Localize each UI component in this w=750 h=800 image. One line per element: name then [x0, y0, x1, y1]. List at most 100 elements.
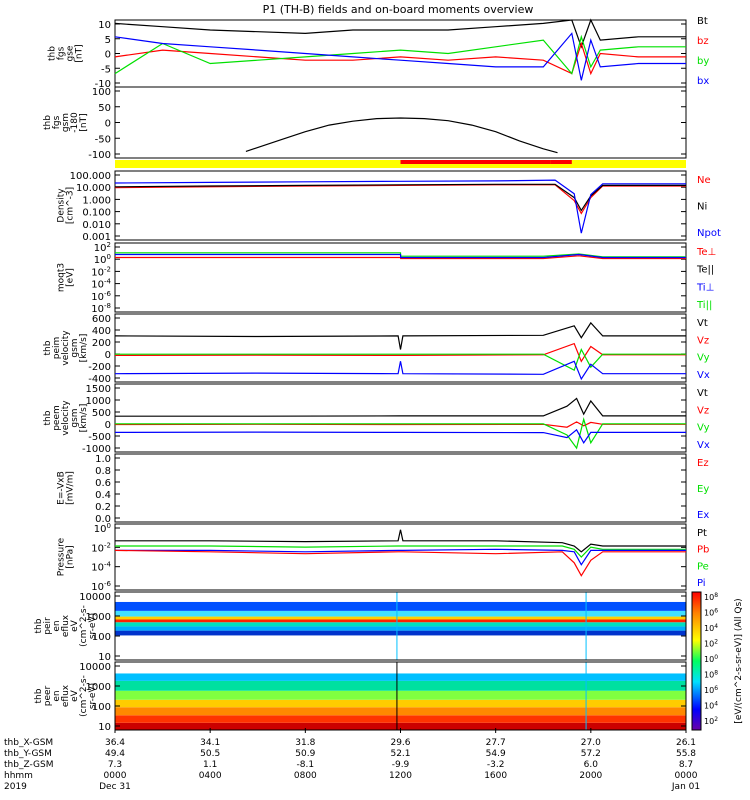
colorbar-tick-label: 102 [704, 716, 718, 726]
legend-entry: Vx [697, 440, 710, 451]
y-tick-label: 0.0 [95, 514, 111, 525]
panel-efield: 1.00.80.60.40.20.0 E=-VxB [mV/m] Ez Ey Ex [57, 453, 709, 525]
axis-cell: 31.8 [295, 738, 315, 748]
legend-entry: Vt [697, 318, 708, 329]
axis-row-label: hhmm [4, 771, 33, 781]
panel-fgs_gse: 10 5 0 -5 -10 thb fgs gse [nT] [48, 18, 687, 90]
spectrogram-band [115, 592, 686, 602]
y-axis-label: eV [70, 619, 80, 632]
colorbar-tick-label: 106 [704, 685, 718, 695]
spectrogram-band [115, 630, 686, 636]
y-tick-label: 10000 [79, 592, 111, 603]
y-axis-label: thb [43, 410, 53, 425]
legend-entry: Vz [697, 405, 709, 416]
y-tick-label: 1.0 [95, 454, 111, 465]
y-tick-label: 0.001 [82, 232, 111, 243]
series-Pi [115, 548, 686, 566]
panel-frame [114, 170, 687, 241]
axis-cell: 29.6 [390, 738, 410, 748]
y-tick-label: 100 [94, 522, 111, 535]
y-axis-label: thb [34, 688, 44, 703]
axis-cell: 26.1 [676, 738, 696, 748]
y-axis-label: [cm^-3] [66, 187, 76, 224]
colorbar-tick-label: 102 [704, 639, 718, 649]
axis-cell: 34.1 [200, 738, 220, 748]
y-tick-label: 10-2 [91, 265, 111, 278]
y-axis-label: sr-eV) [88, 683, 98, 709]
colorbar-group: 108 106 104 102 100 108 106 104 102 [eV/(cm^2-s-s… [691, 591, 744, 731]
y-axis-label: thb [34, 618, 44, 633]
y-tick-label: 10 [98, 20, 111, 31]
panel-peer_spectrogram: 10000 1000 100 10 thb peer en eflux eV (cm^2-s-sr… [34, 661, 687, 733]
y-tick-label: 50 [98, 103, 111, 114]
legend-entry: Ez [697, 458, 709, 469]
axis-cell: 52.1 [390, 749, 410, 759]
y-axis-label: [km/s] [79, 404, 89, 433]
colorbar-label: [eV/(cm^2-s-sr-eV)] (All Qs) [734, 598, 744, 723]
axis-cell: 57.2 [581, 749, 601, 759]
axis-cell: 1.1 [203, 760, 217, 770]
y-tick-label: 1500 [86, 384, 111, 395]
spectrogram-band [115, 662, 686, 674]
legend-entry: Ni [697, 202, 707, 213]
spectrogram-band [115, 619, 686, 623]
axis-cell: 7.3 [108, 760, 122, 770]
y-axis-label: E=-VxB [57, 471, 67, 505]
y-tick-label: -400 [88, 374, 111, 385]
y-axis-label: peer [43, 685, 53, 706]
axis-cell: 1200 [389, 771, 412, 781]
y-tick-label: 0.2 [95, 502, 111, 513]
colorbar [691, 591, 702, 731]
y-tick-label: 102 [94, 241, 111, 254]
legend-entry: Pi [697, 578, 706, 589]
y-tick-label: 0 [105, 350, 111, 361]
y-tick-label: 10.000 [76, 183, 111, 194]
legend-entry: Vt [697, 388, 708, 399]
panel-frame [114, 383, 687, 453]
series-Vy [115, 348, 686, 372]
legend-entry: Pe [697, 561, 709, 572]
y-tick-label: 0 [105, 119, 111, 130]
legend-entry: bz [697, 36, 709, 47]
y-axis-label: [nT] [79, 113, 89, 131]
series-Ti|| [115, 252, 686, 258]
series-Vy [115, 417, 686, 450]
y-axis-label: -180 [70, 112, 80, 133]
y-tick-label: 10-6 [91, 290, 111, 303]
panel-frame [114, 242, 687, 313]
panel-mode_bar [115, 160, 686, 168]
y-axis-label: thb [43, 115, 53, 130]
spectrogram-band [115, 680, 686, 691]
y-axis-label: (cm^2-s- [79, 675, 89, 717]
legend-entry: Vz [697, 335, 709, 346]
colorbar-tick-label: 100 [704, 654, 718, 664]
axis-cell: -8.1 [297, 760, 315, 770]
y-axis-label: peem [52, 405, 62, 431]
axis-cell: 0400 [199, 771, 222, 781]
y-tick-label: 100.000 [70, 171, 111, 182]
axis-cell: 0000 [675, 771, 698, 781]
y-tick-label: 10-2 [91, 541, 111, 554]
y-axis-label: [nPa] [66, 545, 76, 568]
y-tick-label: -100 [88, 150, 111, 161]
legend-entry: Pt [697, 528, 707, 539]
series-Ni [114, 183, 686, 212]
series-Pt [115, 529, 686, 553]
axis-cell: 54.9 [486, 749, 506, 759]
y-tick-label: 100 [92, 632, 111, 643]
series-line [245, 117, 558, 154]
y-tick-label: -5 [101, 64, 111, 75]
axis-cell: 55.8 [676, 749, 696, 759]
series-Vx [114, 360, 686, 381]
y-tick-label: 10 [98, 722, 111, 733]
panel-frame [114, 313, 687, 383]
axis-cell: 2000 [579, 771, 602, 781]
axis-cell: 27.0 [581, 738, 601, 748]
colorbar-tick-label: 104 [704, 701, 718, 711]
series-Pe [115, 545, 686, 558]
panel-frame [114, 453, 687, 523]
axis-cell: 27.7 [486, 738, 506, 748]
